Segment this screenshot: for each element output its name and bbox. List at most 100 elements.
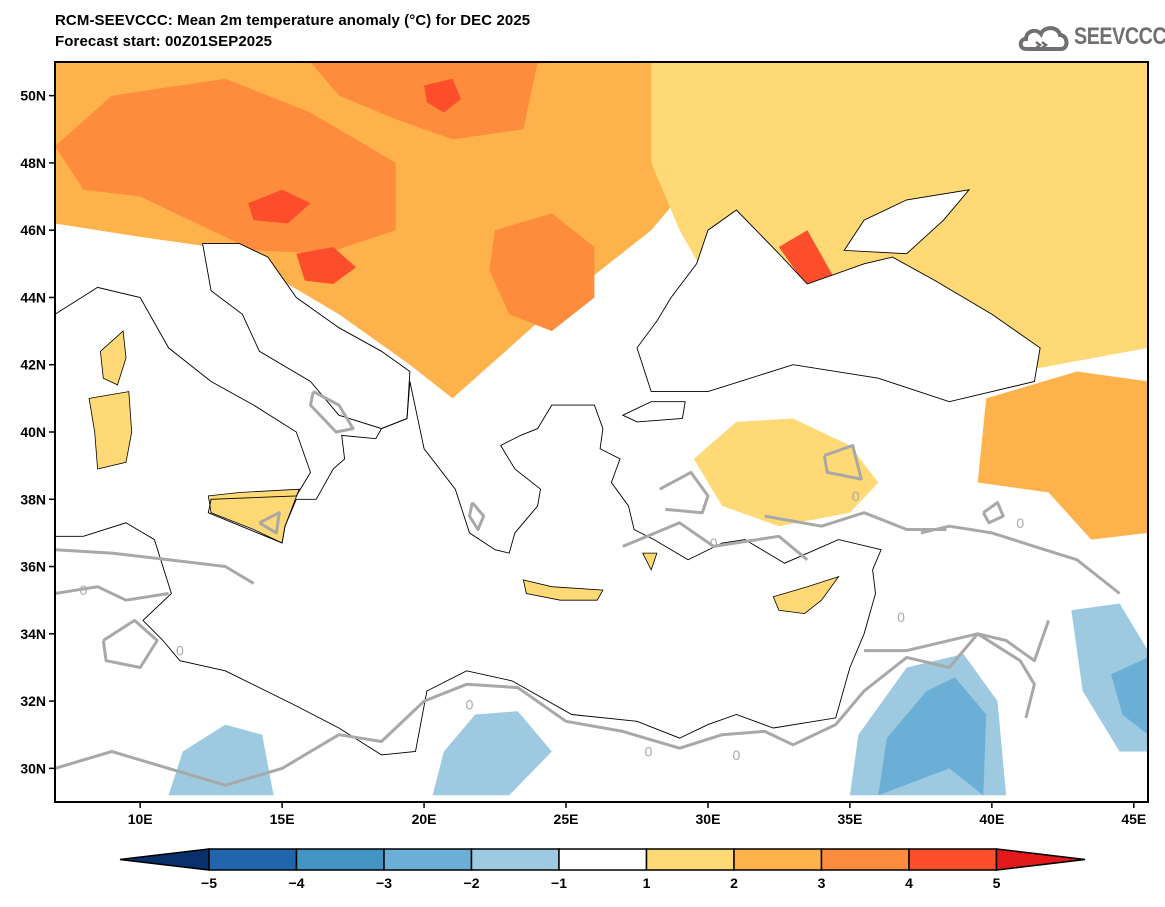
sea-black-sea	[637, 210, 1041, 402]
region-romania-hot	[489, 213, 595, 332]
y-tick-label: 44N	[20, 289, 46, 305]
sea-marmara	[622, 401, 686, 422]
region-libya-cool	[432, 711, 552, 796]
zero-contour-line	[258, 511, 281, 535]
colorbar-bin	[208, 848, 298, 871]
x-tick-label: 40E	[979, 811, 1004, 827]
colorbar-tick-label: 2	[730, 875, 738, 891]
island-rhodes	[642, 552, 658, 571]
contour-label: 0	[176, 643, 184, 659]
y-tick-label: 48N	[20, 155, 46, 171]
zero-contour-line	[658, 470, 710, 515]
x-tick-label: 25E	[554, 811, 579, 827]
zero-contour-line	[55, 619, 1051, 787]
cloud-icon	[1018, 26, 1069, 51]
seevccc-logo: SEEVCCC	[1018, 20, 1165, 54]
contour-label: 0	[79, 582, 87, 598]
contour-label: 0	[466, 696, 474, 712]
colorbar-tick-label: −3	[376, 875, 392, 891]
zero-contours: 0 0 0 0 0 0 0 0 0	[55, 390, 1121, 787]
region-jordan-saudi-colder	[878, 677, 987, 796]
colorbar-bin	[645, 848, 735, 871]
colorbar-tick-label: −4	[289, 875, 305, 891]
zero-contour-line	[622, 521, 809, 561]
colorbar-bin	[733, 848, 823, 871]
sea-med-west	[55, 287, 882, 802]
x-tick-label: 35E	[837, 811, 862, 827]
logo-text: SEEVCCC	[1074, 23, 1165, 50]
y-tick-label: 38N	[20, 491, 46, 507]
colorbar-tick-label: 5	[993, 875, 1001, 891]
contour-label: 0	[897, 609, 905, 625]
region-bosnia-hotspot	[296, 247, 356, 284]
zero-contour-line	[981, 501, 1005, 525]
colorbar-tick-label: 1	[643, 875, 651, 891]
sea-mask	[55, 189, 1041, 802]
y-tick-label: 46N	[20, 222, 46, 238]
coastline-azov-sea	[843, 189, 971, 255]
colorbar: −5 −4 −3 −2 −1 1 2 3 4 5	[119, 848, 1086, 891]
island-cyprus	[772, 575, 840, 615]
zero-contour-line	[920, 524, 1121, 595]
contour-label: 0	[732, 747, 740, 763]
zero-contour-line	[309, 390, 355, 434]
x-tick-label: 15E	[270, 811, 295, 827]
colorbar-tick-label: 4	[905, 875, 913, 891]
region-iraq-colder	[1111, 657, 1148, 735]
island-crete	[522, 579, 604, 601]
y-tick-label: 32N	[20, 693, 46, 709]
y-tick-label: 30N	[20, 760, 46, 776]
zero-contour-line	[764, 511, 947, 531]
contour-label: 0	[644, 744, 652, 760]
coastline-marmara	[621, 401, 686, 423]
colorbar-extend-low	[119, 848, 210, 871]
island-corsica	[99, 330, 127, 386]
region-central-anatolia-mild	[693, 418, 879, 527]
colorbar-bin	[295, 848, 385, 871]
y-axis: 30N 32N 34N 36N 38N 40N 42N 44N 46N 48N 50N	[20, 88, 55, 776]
zero-contour-line	[101, 618, 159, 669]
y-tick-label: 50N	[20, 88, 46, 104]
y-tick-label: 36N	[20, 559, 46, 575]
colorbar-extend-high	[995, 848, 1086, 871]
y-tick-label: 40N	[20, 424, 46, 440]
y-tick-label: 42N	[20, 357, 46, 373]
colorbar-bin	[470, 848, 560, 871]
colorbar-tick-label: 3	[818, 875, 826, 891]
zero-contour-line	[55, 585, 169, 602]
sea-azov-sea	[844, 189, 970, 254]
region-crimea-hotspot	[778, 230, 836, 288]
coastline-med-west	[55, 286, 882, 802]
x-tick-label: 45E	[1121, 811, 1146, 827]
y-tick-label: 34N	[20, 626, 46, 642]
colorbar-bin	[558, 848, 648, 871]
x-axis: 10E 15E 20E 25E 30E 35E 40E 45E	[128, 802, 1146, 827]
region-poland-hot	[310, 62, 538, 140]
contour-label: 0	[852, 488, 860, 504]
zero-contour-line	[864, 632, 1036, 719]
zero-contour-line	[468, 501, 486, 531]
chart-subtitle: Forecast start: 00Z01SEP2025	[55, 33, 273, 50]
zero-contour-line	[55, 548, 255, 585]
region-poland-hotspot	[424, 78, 461, 113]
contour-label: 0	[1016, 515, 1024, 531]
region-austria-hotspot	[248, 189, 311, 224]
colorbar-tick-label: −2	[464, 875, 480, 891]
sea-adriatic	[202, 243, 410, 429]
x-tick-label: 20E	[412, 811, 437, 827]
sea-aegean-fill	[500, 405, 654, 587]
zero-contour-line	[822, 444, 863, 481]
region-eastern-turkey-warm	[977, 371, 1148, 540]
region-alps-hot	[55, 78, 396, 254]
island-sardinia	[88, 391, 133, 470]
colorbar-bin	[820, 848, 910, 871]
x-tick-label: 10E	[128, 811, 153, 827]
colorbar-bin	[908, 848, 998, 871]
chart-title: RCM-SEEVCCC: Mean 2m temperature anomaly…	[55, 12, 531, 29]
colorbar-tick-label: −1	[551, 875, 567, 891]
colorbar-tick-label: −5	[201, 875, 217, 891]
contour-label: 0	[710, 535, 718, 551]
x-tick-label: 30E	[696, 811, 721, 827]
colorbar-bin	[383, 848, 473, 871]
